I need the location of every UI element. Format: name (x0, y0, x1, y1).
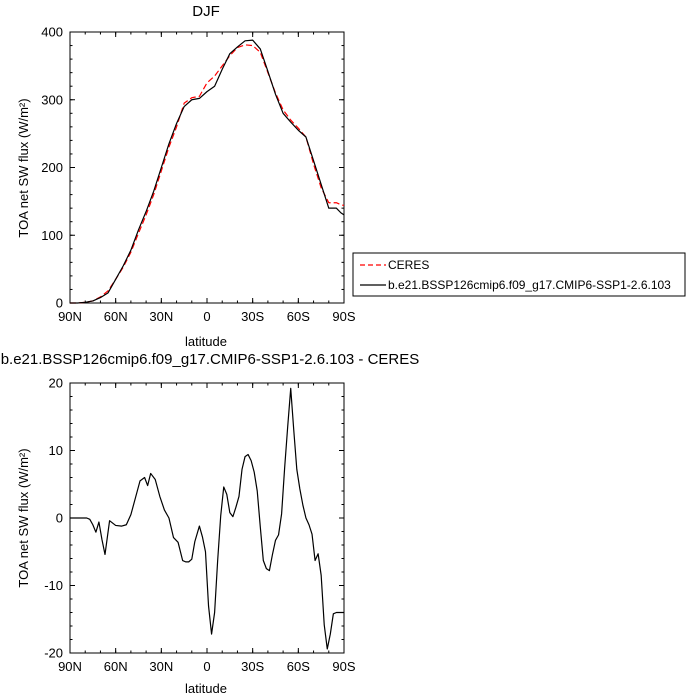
bottom-y-tick-label: 20 (49, 376, 63, 391)
bottom-chart-title: b.e21.BSSP126cmip6.f09_g17.CMIP6-SSP1-2.… (1, 351, 420, 368)
top-y-tick-label: 100 (41, 228, 63, 243)
top-line-b-e21-bssp126cmip6-f09-g17-cmip6-ssp1-2-6-103 (70, 39, 345, 304)
top-y-tick-label: 200 (41, 160, 63, 175)
top-y-tick-label: 400 (41, 25, 63, 40)
legend-box (352, 252, 686, 297)
bottom-y-tick-label: -20 (44, 646, 63, 661)
top-x-axis-label: latitude (185, 334, 227, 349)
bottom-x-tick-label: 90S (332, 659, 355, 674)
bottom-panel: b.e21.BSSP126cmip6.f09_g17.CMIP6-SSP1-2.… (1, 351, 420, 696)
bottom-x-tick-label: 90N (58, 659, 82, 674)
top-x-tick-label: 90S (332, 309, 355, 324)
bottom-y-tick-label: 10 (49, 443, 63, 458)
bottom-plot-area: -20 -10 0 10 20 90N 60N 30N 0 30S 60S 90S (44, 376, 356, 675)
bottom-plot-frame (69, 382, 345, 654)
top-plot-frame (69, 31, 345, 304)
top-chart-title: DJF (192, 3, 220, 20)
top-x-tick-label: 60N (104, 309, 128, 324)
top-line-ceres (70, 44, 345, 304)
bottom-x-axis-label: latitude (185, 681, 227, 696)
top-y-tick-label: 300 (41, 92, 63, 107)
legend: CERES b.e21.BSSP126cmip6.f09_g17.CMIP6-S… (352, 252, 686, 297)
bottom-x-tick-label: 30S (241, 659, 264, 674)
bottom-x-tick-label: 60S (287, 659, 310, 674)
top-x-tick-label: 0 (203, 309, 210, 324)
bottom-x-tick-label: 60N (104, 659, 128, 674)
top-y-axis-label: TOA net SW flux (W/m²) (16, 98, 31, 237)
top-x-tick-label: 30N (149, 309, 173, 324)
bottom-y-tick-label: -10 (44, 578, 63, 593)
top-y-tick-label: 0 (56, 296, 63, 311)
legend-label-ceres: CERES (388, 258, 429, 272)
top-panel: DJF 0 100 200 300 400 90N 60N 30N 0 30S 60S 90S lat… (16, 3, 686, 349)
bottom-line-series-0 (70, 387, 344, 650)
top-plot-area: 0 100 200 300 400 90N 60N 30N 0 30S 60S 90S (41, 25, 356, 325)
top-x-tick-label: 30S (241, 309, 264, 324)
top-x-tick-label: 60S (287, 309, 310, 324)
top-x-tick-label: 90N (58, 309, 82, 324)
bottom-x-tick-label: 0 (203, 659, 210, 674)
bottom-x-tick-label: 30N (149, 659, 173, 674)
legend-label-model: b.e21.BSSP126cmip6.f09_g17.CMIP6-SSP1-2.… (388, 278, 671, 292)
bottom-y-axis-label: TOA net SW flux (W/m²) (16, 448, 31, 587)
bottom-y-tick-label: 0 (56, 511, 63, 526)
